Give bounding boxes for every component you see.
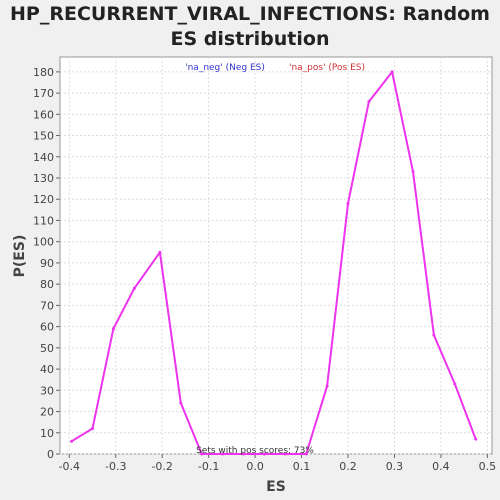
y-tick-label: 90	[40, 257, 54, 270]
series	[70, 70, 478, 456]
data-point	[158, 250, 162, 254]
y-axis-ticks: 0 10 20 30 40 50 60 70 80 90 100 110 120 130 140 150 160…	[33, 66, 60, 461]
x-tick-label: 0.0	[246, 460, 264, 473]
y-tick-label: 10	[40, 427, 54, 440]
data-point	[111, 327, 115, 331]
y-tick-label: 50	[40, 342, 54, 355]
data-point	[70, 439, 74, 443]
x-axis-label: ES	[266, 479, 286, 495]
y-tick-label: 160	[33, 108, 54, 121]
data-point	[390, 70, 394, 74]
data-point	[91, 427, 95, 431]
data-point	[453, 382, 457, 386]
y-tick-label: 60	[40, 321, 54, 334]
y-tick-label: 140	[33, 151, 54, 164]
data-point	[221, 452, 225, 456]
data-point	[132, 286, 136, 290]
x-tick-label: 0.2	[339, 460, 357, 473]
chart-title: HP_RECURRENT_VIRAL_INFECTIONS: Random ES…	[0, 2, 500, 52]
x-tick-label: -0.3	[105, 460, 126, 473]
series-line	[71, 70, 477, 455]
data-point	[304, 452, 308, 456]
plot-area	[59, 56, 493, 455]
y-tick-label: 80	[40, 278, 54, 291]
x-axis-ticks: -0.4 -0.3 -0.2 -0.1 0.0 0.1 0.2 0.3 0.4 0.5	[59, 454, 497, 473]
y-tick-label: 0	[47, 448, 54, 461]
data-point	[474, 437, 478, 441]
x-tick-label: 0.3	[386, 460, 404, 473]
data-point	[367, 100, 371, 104]
x-tick-label: 0.4	[432, 460, 450, 473]
x-tick-label: 0.1	[293, 460, 311, 473]
data-point	[432, 333, 436, 337]
data-point	[346, 201, 350, 205]
data-point	[179, 401, 183, 405]
y-tick-label: 170	[33, 87, 54, 100]
y-tick-label: 30	[40, 384, 54, 397]
chart-title-line1: HP_RECURRENT_VIRAL_INFECTIONS: Random	[10, 3, 490, 25]
legend-item-neg: 'na_neg' (Neg ES)	[185, 63, 265, 73]
y-tick-label: 20	[40, 406, 54, 419]
data-point	[200, 452, 204, 456]
y-tick-label: 70	[40, 299, 54, 312]
y-axis-label: P(ES)	[12, 235, 28, 278]
data-point	[262, 452, 266, 456]
data-point	[283, 452, 287, 456]
x-tick-label: -0.2	[151, 460, 172, 473]
legend-item-pos: 'na_pos' (Pos ES)	[289, 63, 365, 73]
y-tick-label: 120	[33, 193, 54, 206]
x-tick-label: -0.4	[59, 460, 80, 473]
y-tick-label: 40	[40, 363, 54, 376]
pos-scores-annotation: Sets with pos scores: 73%	[196, 446, 314, 456]
y-tick-label: 130	[33, 172, 54, 185]
data-point	[241, 452, 245, 456]
y-tick-label: 150	[33, 130, 54, 143]
y-tick-label: 100	[33, 236, 54, 249]
y-tick-label: 180	[33, 66, 54, 79]
y-tick-label: 110	[33, 214, 54, 227]
x-tick-label: 0.5	[479, 460, 497, 473]
data-point	[325, 384, 329, 388]
x-tick-label: -0.1	[198, 460, 219, 473]
grid	[60, 57, 492, 455]
chart-title-line2: ES distribution	[170, 28, 330, 50]
data-point	[411, 170, 415, 174]
